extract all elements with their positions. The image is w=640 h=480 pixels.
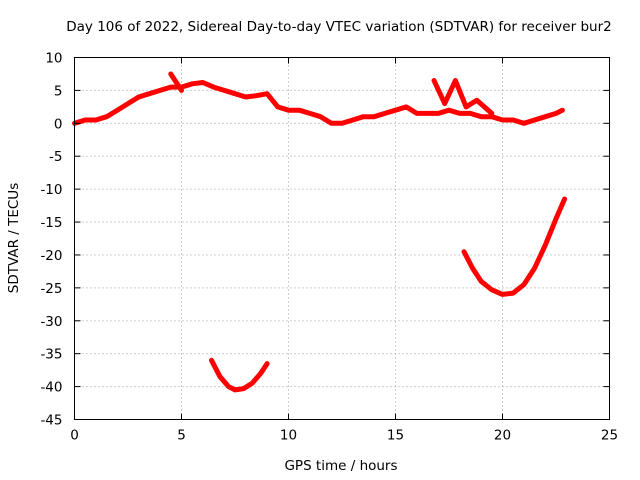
series-spike-cluster-a bbox=[168, 71, 184, 93]
series-spike-cluster-b bbox=[431, 78, 495, 116]
x-tick-label: 10 bbox=[280, 428, 297, 444]
plot-frame bbox=[74, 57, 610, 420]
y-tick-label: -40 bbox=[40, 380, 62, 396]
y-tick-label: 5 bbox=[54, 83, 63, 99]
x-tick-label: 20 bbox=[494, 428, 511, 444]
y-tick-label: -10 bbox=[40, 182, 62, 198]
chart-title: Day 106 of 2022, Sidereal Day-to-day VTE… bbox=[66, 19, 611, 35]
y-axis-label: SDTVAR / TECUs bbox=[6, 183, 22, 293]
data-series bbox=[72, 71, 568, 393]
y-tick-label: -30 bbox=[40, 314, 62, 330]
series-arc-1 bbox=[209, 357, 270, 393]
y-tick-label: 10 bbox=[45, 51, 62, 67]
x-tick-label: 0 bbox=[70, 428, 79, 444]
grid bbox=[74, 57, 610, 420]
y-tick-label: -25 bbox=[40, 281, 62, 297]
series-arc-2 bbox=[461, 196, 568, 297]
y-tick-label: -15 bbox=[40, 215, 62, 231]
series-main bbox=[72, 80, 565, 126]
axis-ticks: 0 5 10 15 20 25 10 5 0 -5 -10 -15 -20 -25 -30 -35 -40 -45 bbox=[40, 51, 618, 444]
y-tick-label: 0 bbox=[54, 116, 63, 132]
x-tick-label: 25 bbox=[601, 428, 618, 444]
y-tick-label: -5 bbox=[49, 149, 62, 165]
y-tick-label: -35 bbox=[40, 347, 62, 363]
y-tick-label: -20 bbox=[40, 248, 62, 264]
x-tick-label: 15 bbox=[387, 428, 404, 444]
x-tick-label: 5 bbox=[177, 428, 186, 444]
x-axis-label: GPS time / hours bbox=[284, 458, 397, 474]
y-tick-label: -45 bbox=[40, 413, 62, 429]
